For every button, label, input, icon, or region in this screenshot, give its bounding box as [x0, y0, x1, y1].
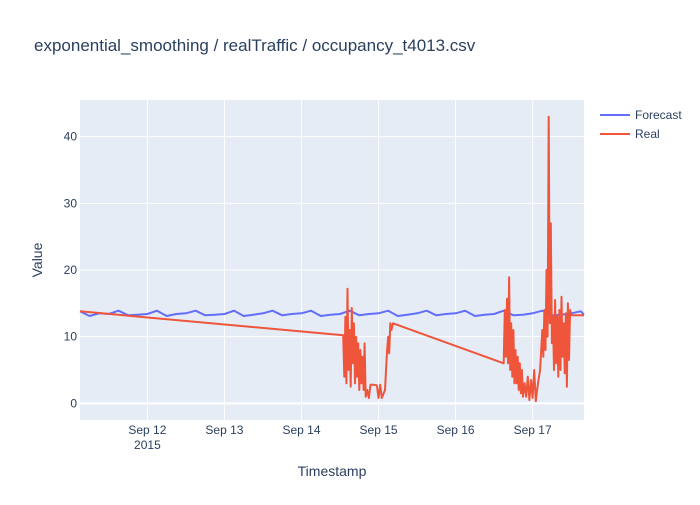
x-tick-label: Sep 14	[282, 423, 320, 437]
chart-title: exponential_smoothing / realTraffic / oc…	[34, 36, 476, 55]
y-tick-label: 30	[64, 196, 78, 210]
x-tick-label: Sep 12	[128, 423, 166, 437]
x-tick-label: Sep 17	[514, 423, 552, 437]
legend: Forecast Real	[600, 108, 682, 141]
grid-lines	[80, 100, 584, 420]
x-tick-label: Sep 15	[360, 423, 398, 437]
y-axis-label: Value	[29, 242, 45, 277]
x-tick-sublabel: 2015	[134, 438, 161, 452]
x-axis-label: Timestamp	[298, 463, 367, 479]
plot-area	[80, 100, 584, 420]
series-line-real	[79, 115, 584, 403]
y-tick-label: 10	[64, 330, 78, 344]
y-tick-labels: 0 10 20 30 40	[64, 130, 78, 411]
legend-label-real: Real	[635, 127, 660, 141]
y-tick-label: 40	[64, 130, 78, 144]
x-tick-label: Sep 16	[437, 423, 475, 437]
y-tick-label: 20	[64, 263, 78, 277]
legend-item-real[interactable]: Real	[600, 127, 660, 141]
legend-item-forecast[interactable]: Forecast	[600, 108, 682, 122]
y-tick-label: 0	[70, 396, 77, 410]
series-layer	[79, 115, 585, 403]
x-tick-label: Sep 13	[205, 423, 243, 437]
legend-label-forecast: Forecast	[635, 108, 682, 122]
